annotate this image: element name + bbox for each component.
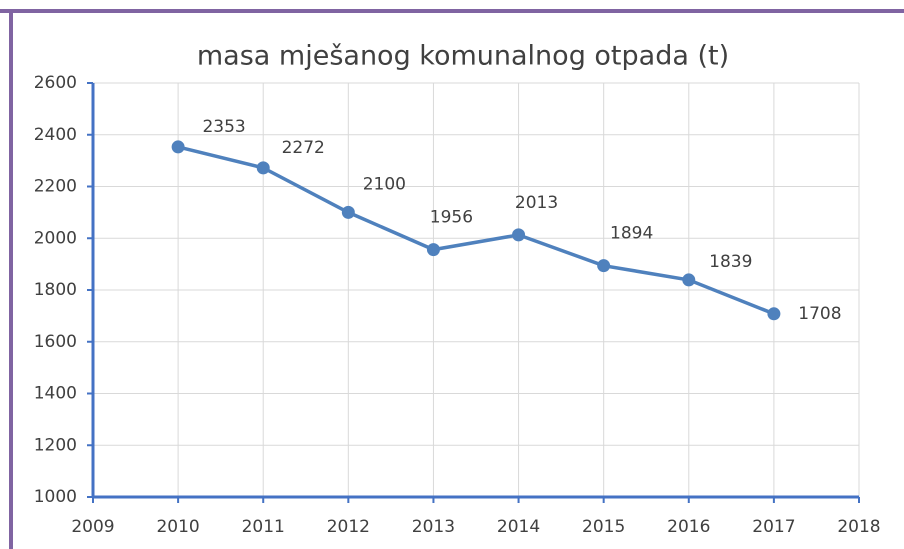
x-tick-label: 2009 bbox=[71, 517, 114, 537]
point bbox=[512, 228, 526, 242]
y-tick-label: 2600 bbox=[34, 73, 77, 93]
y-tick-label: 1400 bbox=[34, 384, 77, 404]
data-label: 1956 bbox=[430, 208, 473, 228]
y-tick-label: 1600 bbox=[34, 332, 77, 352]
point bbox=[597, 259, 611, 273]
x-tick-label: 2014 bbox=[497, 517, 540, 537]
data-label: 1839 bbox=[709, 252, 752, 272]
x-tick-label: 2016 bbox=[667, 517, 710, 537]
chart-title: masa mješanog komunalnog otpada (t) bbox=[197, 41, 729, 72]
x-tick-label: 2013 bbox=[412, 517, 455, 537]
data-label: 1708 bbox=[798, 304, 841, 324]
x-tick-label: 2015 bbox=[582, 517, 625, 537]
y-tick-label: 1200 bbox=[34, 435, 77, 455]
x-tick-label: 2010 bbox=[156, 517, 199, 537]
y-tick-label: 2400 bbox=[34, 125, 77, 145]
x-tick-label: 2011 bbox=[242, 517, 285, 537]
y-tick-label: 1000 bbox=[34, 487, 77, 507]
point bbox=[256, 161, 270, 175]
data-label: 2353 bbox=[202, 117, 245, 137]
point bbox=[682, 273, 696, 287]
point bbox=[426, 243, 440, 257]
data-label: 2272 bbox=[282, 138, 325, 158]
data-label: 2100 bbox=[363, 174, 406, 194]
x-tick-label: 2012 bbox=[327, 517, 370, 537]
point bbox=[767, 307, 781, 321]
data-label: 2013 bbox=[515, 193, 558, 213]
y-tick-label: 2200 bbox=[34, 177, 77, 197]
point bbox=[171, 140, 185, 154]
data-label: 1894 bbox=[610, 224, 653, 244]
line bbox=[177, 145, 775, 316]
x-tick-label: 2017 bbox=[752, 517, 795, 537]
x-tick-label: 2018 bbox=[837, 517, 880, 537]
point bbox=[341, 205, 355, 219]
y-tick-label: 2000 bbox=[34, 228, 77, 248]
y-tick-label: 1800 bbox=[34, 280, 77, 300]
